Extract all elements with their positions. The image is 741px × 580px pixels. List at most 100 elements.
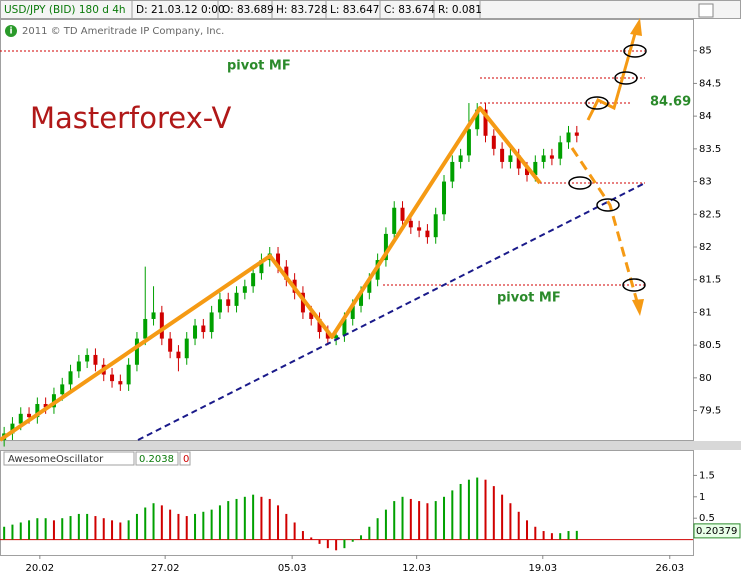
osc-bar bbox=[310, 537, 313, 540]
osc-bar bbox=[119, 522, 122, 540]
osc-bar bbox=[210, 509, 213, 540]
osc-bar bbox=[409, 498, 412, 540]
pivot-marker bbox=[585, 96, 609, 110]
osc-bar bbox=[301, 531, 304, 540]
osc-bar bbox=[52, 520, 55, 540]
y-tick-label: 83 bbox=[699, 177, 712, 188]
osc-bar bbox=[459, 483, 462, 540]
pivot-label: pivot MF bbox=[497, 291, 561, 306]
info-icon-label: i bbox=[9, 27, 12, 37]
osc-bar bbox=[567, 531, 570, 540]
range: R: 0.081 bbox=[438, 4, 482, 16]
candle-body bbox=[259, 260, 264, 274]
osc-bar bbox=[3, 526, 6, 540]
candle-body bbox=[516, 155, 521, 169]
osc-bar bbox=[260, 496, 263, 540]
close: C: 83.674 bbox=[384, 4, 435, 16]
osc-bar bbox=[86, 513, 89, 540]
candle-body bbox=[209, 312, 214, 333]
candle-body bbox=[184, 338, 189, 359]
osc-bar bbox=[102, 518, 105, 540]
osc-bar bbox=[177, 513, 180, 540]
candle-body bbox=[60, 384, 65, 395]
candle-body bbox=[110, 374, 115, 382]
x-tick-label: 26.03 bbox=[655, 563, 684, 574]
candle-body bbox=[359, 292, 364, 306]
osc-bar bbox=[277, 505, 280, 540]
osc-title: AwesomeOscillator bbox=[8, 454, 104, 465]
up-arrowhead bbox=[630, 18, 642, 36]
osc-extra: 0 bbox=[183, 454, 189, 465]
candle-body bbox=[433, 214, 438, 238]
candle-body bbox=[159, 312, 164, 339]
osc-bar bbox=[227, 501, 230, 540]
osc-bar bbox=[194, 513, 197, 540]
y-tick-label: 81 bbox=[699, 307, 712, 318]
candle-body bbox=[35, 404, 40, 418]
candle-body bbox=[500, 148, 505, 162]
candle-body bbox=[541, 155, 546, 162]
candle-body bbox=[126, 364, 131, 385]
osc-value-box bbox=[135, 451, 179, 466]
main-frame bbox=[0, 19, 694, 441]
down-arrowhead bbox=[632, 299, 644, 316]
osc-title-box bbox=[3, 451, 135, 466]
osc-bar bbox=[127, 520, 130, 540]
last-value-box bbox=[693, 523, 741, 539]
candle-body bbox=[234, 292, 239, 306]
osc-bar bbox=[335, 539, 338, 551]
y-tick-label: 82 bbox=[699, 242, 712, 253]
pivot-marker bbox=[614, 71, 638, 85]
candle-body bbox=[392, 207, 397, 234]
candle-body bbox=[284, 266, 289, 280]
y-tick-label: 84.5 bbox=[699, 78, 721, 89]
candle-body bbox=[383, 233, 388, 261]
candle-body bbox=[193, 325, 198, 339]
y-tick-label: 80.5 bbox=[699, 340, 721, 351]
info-icon[interactable] bbox=[5, 25, 17, 37]
osc-bar bbox=[434, 501, 437, 540]
x-tick-label: 20.02 bbox=[26, 563, 55, 574]
osc-bar bbox=[111, 520, 114, 540]
candle-body bbox=[51, 394, 56, 408]
osc-bar bbox=[11, 524, 14, 540]
candle-body bbox=[574, 132, 579, 136]
osc-bar bbox=[517, 511, 520, 540]
osc-bar bbox=[202, 511, 205, 540]
osc-bar bbox=[285, 513, 288, 540]
candle-body bbox=[118, 381, 123, 385]
low: L: 83.647 bbox=[330, 4, 379, 16]
osc-bar bbox=[393, 501, 396, 540]
window-button[interactable] bbox=[698, 3, 714, 18]
osc-bar bbox=[36, 518, 39, 540]
splitter bbox=[0, 441, 741, 450]
y-tick-label: 85 bbox=[699, 46, 712, 57]
osc-bar bbox=[152, 503, 155, 540]
osc-bar bbox=[94, 516, 97, 540]
candle-body bbox=[43, 404, 48, 408]
pivot-marker bbox=[622, 278, 646, 292]
open: O: 83.689 bbox=[222, 4, 274, 16]
candle-body bbox=[10, 423, 15, 434]
osc-bar bbox=[376, 518, 379, 540]
annotations bbox=[0, 18, 647, 442]
osc-bar bbox=[185, 516, 188, 540]
candle-body bbox=[18, 413, 23, 424]
candle-body bbox=[483, 109, 488, 136]
candle-body bbox=[300, 292, 305, 313]
osc-bar bbox=[401, 496, 404, 540]
candle-body bbox=[549, 155, 554, 159]
candle-body bbox=[325, 332, 330, 339]
candle-body bbox=[334, 335, 339, 339]
osc-bar bbox=[426, 503, 429, 540]
x-tick-label: 27.02 bbox=[151, 563, 180, 574]
candle-body bbox=[143, 318, 148, 339]
candle-body bbox=[458, 155, 463, 162]
osc-bar bbox=[559, 533, 562, 540]
candle-body bbox=[201, 325, 206, 333]
candle-body bbox=[466, 129, 471, 156]
osc-bar bbox=[501, 494, 504, 540]
x-tick-label: 19.03 bbox=[528, 563, 557, 574]
candle-body bbox=[85, 354, 90, 362]
osc-bar bbox=[476, 477, 479, 540]
